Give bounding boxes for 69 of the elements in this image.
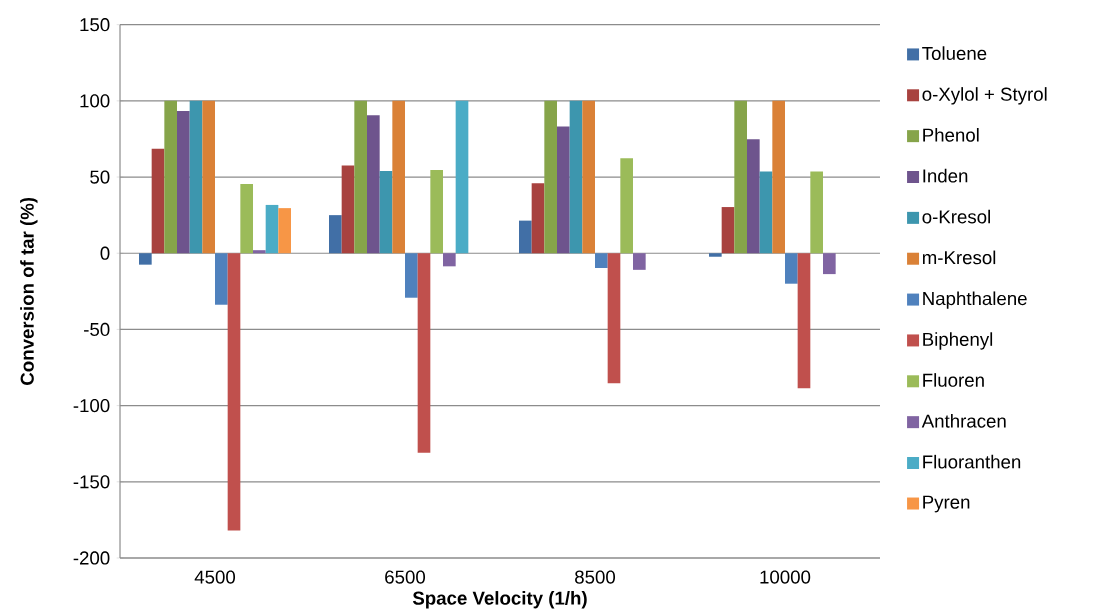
bar xyxy=(747,139,760,254)
legend-label: Inden xyxy=(923,168,968,183)
bar xyxy=(620,158,633,254)
bar xyxy=(227,253,241,531)
y-tick-label: 150 xyxy=(80,18,110,32)
bar xyxy=(595,253,608,269)
legend-label: Phenol xyxy=(923,127,979,142)
bar xyxy=(392,100,405,254)
bar xyxy=(531,183,545,254)
legend-label: Anthracen xyxy=(921,413,1006,428)
bar xyxy=(519,220,532,254)
legend-label: m-Kresol xyxy=(922,250,996,265)
legend-label: Fluoren xyxy=(923,373,984,387)
bar xyxy=(417,253,431,453)
x-tick-label: 6500 xyxy=(385,570,426,584)
legend-label: o-Kresol xyxy=(922,209,990,224)
legend-label: Biphenyl xyxy=(923,332,993,350)
bar xyxy=(443,253,456,267)
bar xyxy=(240,184,254,254)
y-tick-label: 50 xyxy=(90,170,110,184)
x-tick-label: 4500 xyxy=(194,570,236,584)
bar xyxy=(557,126,570,254)
y-tick-label: -150 xyxy=(73,475,110,489)
bar xyxy=(569,100,583,254)
y-tick-label: -100 xyxy=(73,398,110,413)
legend-label: Fluoranthen xyxy=(923,454,1021,469)
bar xyxy=(709,253,722,257)
bar xyxy=(341,165,355,254)
legend-label: Toluene xyxy=(922,46,987,60)
bar xyxy=(797,253,811,389)
bar xyxy=(215,253,228,305)
bar xyxy=(329,215,342,254)
legend-label: o-Xylol + Styrol xyxy=(922,87,1047,105)
bar xyxy=(772,100,785,254)
legend-label: Naphthalene xyxy=(923,291,1027,309)
bar xyxy=(367,115,380,254)
bar xyxy=(430,170,443,254)
bar xyxy=(189,100,203,254)
x-axis-title: Space Velocity (1/h) xyxy=(412,591,587,609)
x-tick-label: 8500 xyxy=(575,570,616,584)
bar xyxy=(721,207,735,254)
bar xyxy=(202,100,216,254)
bar xyxy=(455,100,469,254)
y-tick-label: -200 xyxy=(73,551,110,565)
bar xyxy=(544,100,557,254)
bar xyxy=(582,100,595,254)
bar xyxy=(785,253,798,284)
y-tick-label: 100 xyxy=(80,94,110,108)
bar xyxy=(810,171,823,254)
x-tick-label: 10000 xyxy=(760,570,811,584)
bar xyxy=(759,171,773,254)
legend-label: Pyren xyxy=(923,495,970,513)
y-tick-label: -50 xyxy=(84,322,110,337)
y-tick-label: 0 xyxy=(100,246,110,260)
y-axis-title: Conversion of tar (%) xyxy=(20,197,38,385)
bar xyxy=(278,208,291,254)
bar xyxy=(164,100,178,254)
bar xyxy=(379,170,393,254)
bar xyxy=(405,253,418,298)
bar xyxy=(177,111,190,254)
bar xyxy=(822,253,836,275)
bar xyxy=(139,253,152,265)
bar xyxy=(253,250,266,254)
bar xyxy=(151,148,165,254)
bar xyxy=(633,253,646,270)
bar xyxy=(734,100,747,254)
bar xyxy=(607,253,621,384)
bar xyxy=(265,204,279,254)
bar xyxy=(354,100,367,254)
